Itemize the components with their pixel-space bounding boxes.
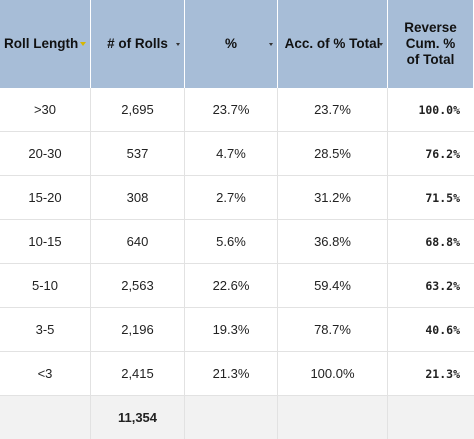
dropdown-caret-icon[interactable] — [379, 43, 383, 46]
cell-reverse-cum: 71.5% — [388, 176, 474, 220]
cell-reverse-cum: 63.2% — [388, 264, 474, 308]
cell-roll-length: 3-5 — [0, 308, 91, 352]
header-acc-percent-total[interactable]: Acc. of % Total — [278, 0, 388, 88]
cell-roll-length: 20-30 — [0, 132, 91, 176]
header-reverse-cum-percent[interactable]: Reverse Cum. % of Total — [388, 0, 474, 88]
cell-percent: 4.7% — [185, 132, 278, 176]
filter-dropdown-icon[interactable] — [80, 42, 86, 46]
cell-percent: 23.7% — [185, 88, 278, 132]
cell-roll-length: 15-20 — [0, 176, 91, 220]
cell-num-rolls: 640 — [91, 220, 185, 264]
cell-num-rolls: 2,415 — [91, 352, 185, 396]
cell-acc-percent: 100.0% — [278, 352, 388, 396]
footer-cell — [0, 396, 91, 439]
header-label: Acc. of % Total — [284, 36, 381, 51]
header-label: # of Rolls — [107, 36, 168, 51]
dropdown-caret-icon[interactable] — [176, 43, 180, 46]
cell-roll-length: 5-10 — [0, 264, 91, 308]
cell-num-rolls: 537 — [91, 132, 185, 176]
cell-reverse-cum: 100.0% — [388, 88, 474, 132]
cell-percent: 21.3% — [185, 352, 278, 396]
cell-acc-percent: 28.5% — [278, 132, 388, 176]
cell-acc-percent: 59.4% — [278, 264, 388, 308]
header-roll-length[interactable]: Roll Length — [0, 0, 91, 88]
footer-cell — [185, 396, 278, 439]
footer-cell — [388, 396, 474, 439]
header-label: Roll Length — [4, 36, 79, 51]
footer-total-rolls: 11,354 — [91, 396, 185, 439]
cell-roll-length: 10-15 — [0, 220, 91, 264]
cell-reverse-cum: 68.8% — [388, 220, 474, 264]
cell-percent: 19.3% — [185, 308, 278, 352]
cell-percent: 22.6% — [185, 264, 278, 308]
cell-reverse-cum: 76.2% — [388, 132, 474, 176]
cell-roll-length: >30 — [0, 88, 91, 132]
header-label: Reverse Cum. % of Total — [404, 20, 457, 67]
cell-percent: 5.6% — [185, 220, 278, 264]
header-num-rolls[interactable]: # of Rolls — [91, 0, 185, 88]
header-percent[interactable]: % — [185, 0, 278, 88]
cell-num-rolls: 2,695 — [91, 88, 185, 132]
cell-num-rolls: 2,563 — [91, 264, 185, 308]
footer-cell — [278, 396, 388, 439]
header-label: % — [224, 36, 237, 51]
cell-num-rolls: 308 — [91, 176, 185, 220]
cell-acc-percent: 23.7% — [278, 88, 388, 132]
cell-acc-percent: 36.8% — [278, 220, 388, 264]
cell-percent: 2.7% — [185, 176, 278, 220]
cell-reverse-cum: 21.3% — [388, 352, 474, 396]
cell-roll-length: <3 — [0, 352, 91, 396]
cell-num-rolls: 2,196 — [91, 308, 185, 352]
cell-acc-percent: 78.7% — [278, 308, 388, 352]
cell-reverse-cum: 40.6% — [388, 308, 474, 352]
cell-acc-percent: 31.2% — [278, 176, 388, 220]
dropdown-caret-icon[interactable] — [269, 43, 273, 46]
